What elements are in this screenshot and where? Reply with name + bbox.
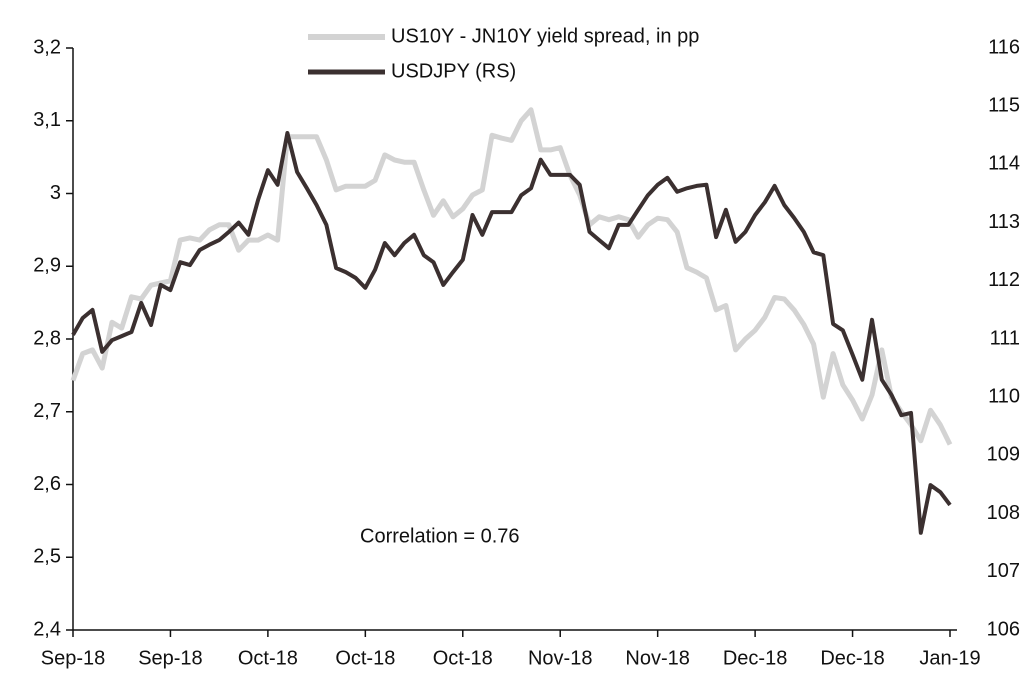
x-tick-label: Jan-19 [919, 647, 980, 669]
y2-tick-label: 113 [988, 211, 1020, 233]
y-tick-label: 2,9 [33, 255, 61, 277]
legend-label: US10Y - JN10Y yield spread, in pp [391, 25, 699, 47]
y2-tick-label: 106 [987, 618, 1020, 640]
series-line [71, 131, 952, 535]
x-tick-label: Oct-18 [335, 647, 395, 669]
x-tick-label: Nov-18 [625, 647, 689, 669]
y-tick-label: 2,5 [33, 546, 61, 568]
annotation: Correlation = 0.76 [360, 525, 520, 547]
x-tick-label: Oct-18 [433, 647, 493, 669]
y2-tick-label: 109 [987, 444, 1020, 466]
series-line [70, 107, 953, 446]
x-tick-label: Dec-18 [820, 647, 884, 669]
x-tick-label: Oct-18 [238, 647, 298, 669]
y-tick-label: 3 [50, 182, 61, 204]
y-tick-label: 2,8 [33, 327, 61, 349]
legend-label: USDJPY (RS) [391, 60, 516, 82]
y2-tick-label: 112 [988, 269, 1020, 291]
y2-tick-label: 110 [988, 385, 1020, 407]
x-tick-label: Sep-18 [41, 647, 106, 669]
x-tick-label: Nov-18 [528, 647, 592, 669]
y2-tick-label: 114 [988, 153, 1020, 175]
x-tick-label: Dec-18 [723, 647, 787, 669]
y-tick-label: 2,4 [33, 618, 61, 640]
y2-tick-label: 115 [988, 94, 1020, 116]
y2-tick-label: 107 [987, 560, 1020, 582]
y2-tick-label: 108 [987, 502, 1020, 524]
y2-tick-label: 111 [990, 327, 1020, 349]
y2-tick-label: 116 [988, 36, 1020, 58]
y-tick-label: 3,2 [33, 36, 61, 58]
x-tick-label: Sep-18 [138, 647, 203, 669]
y-tick-label: 2,7 [33, 400, 61, 422]
y-tick-label: 3,1 [33, 109, 61, 131]
y-tick-label: 2,6 [33, 473, 61, 495]
